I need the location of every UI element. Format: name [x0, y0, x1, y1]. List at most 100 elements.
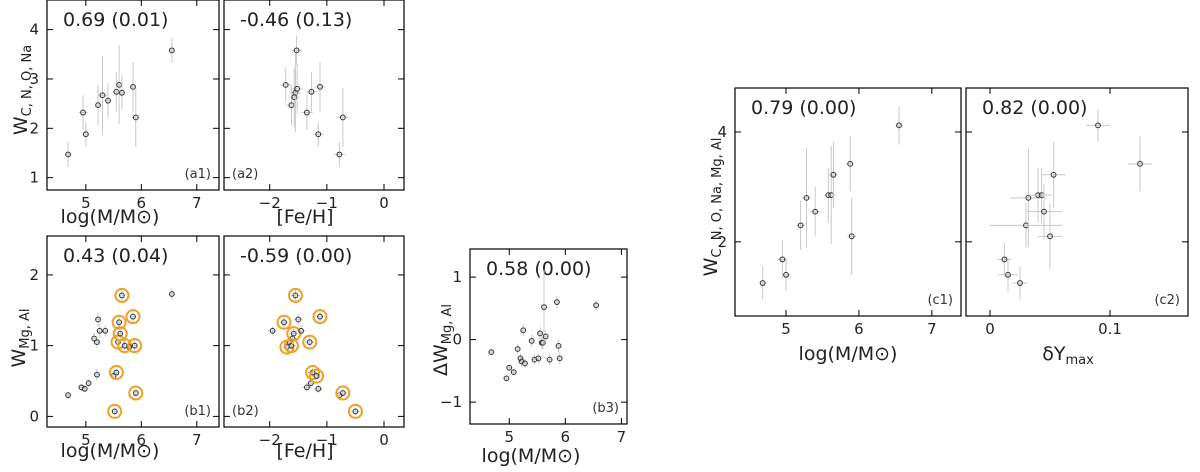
point-marker — [290, 330, 297, 337]
panel-a1: 5 6 7 1 2 3 4 0.69 (0.01) (a1) — [29, 0, 220, 212]
x-tick-label: 6 — [137, 431, 147, 449]
data-point — [313, 384, 323, 394]
point-marker — [1005, 271, 1011, 278]
point-marker — [94, 339, 100, 346]
xlabel-b2: [Fe/H] — [276, 440, 333, 462]
data-point — [94, 85, 102, 125]
point-marker — [528, 337, 535, 344]
point-marker — [269, 327, 276, 334]
highlight-ring — [276, 314, 292, 330]
data-point — [1086, 108, 1110, 142]
point-marker — [531, 356, 538, 363]
y-tick-label: 0 — [452, 331, 462, 349]
panel-c2: 0 0.1 0.82 (0.00) (c2) — [965, 87, 1189, 338]
data-point — [555, 339, 562, 353]
data-point — [759, 266, 767, 300]
panel-label: (b2) — [232, 404, 259, 419]
point-marker — [298, 327, 305, 334]
data-point — [503, 375, 510, 382]
x-tick-label: −2 — [259, 431, 281, 449]
point-marker — [80, 109, 86, 116]
data-point — [302, 383, 312, 392]
point-marker — [797, 222, 804, 229]
data-point — [537, 327, 543, 340]
point-marker — [82, 131, 89, 138]
data-point — [302, 334, 318, 350]
point-marker — [306, 339, 313, 346]
data-point — [78, 95, 88, 130]
data-point — [112, 326, 128, 342]
point-marker — [132, 114, 139, 121]
point-marker — [119, 292, 125, 299]
highlight-ring — [287, 287, 303, 303]
data-point — [312, 309, 328, 325]
x-tick-label: 5 — [81, 194, 91, 212]
data-point — [301, 95, 313, 130]
point-marker — [303, 384, 310, 391]
data-point — [554, 295, 560, 309]
data-point — [1128, 136, 1152, 192]
x-tick-label: 0 — [379, 194, 389, 212]
data-point — [131, 87, 140, 148]
data-point — [335, 385, 351, 401]
highlight-ring — [114, 287, 130, 303]
panel-a2: −2 −1 0 -0.46 (0.13) (a2) — [223, 0, 405, 212]
correlation-annotation: 0.43 (0.04) — [63, 245, 168, 267]
point-marker — [168, 291, 175, 297]
point-marker — [116, 319, 123, 326]
x-tick-label: 5 — [504, 428, 514, 446]
data-point — [94, 336, 100, 348]
data-point — [990, 203, 1062, 248]
point-marker — [1095, 122, 1101, 129]
highlight-ring — [107, 403, 123, 419]
data-point — [95, 312, 101, 327]
point-marker — [105, 97, 111, 104]
data-point — [309, 368, 325, 384]
data-point — [111, 314, 127, 330]
data-point — [276, 314, 292, 330]
point-marker — [102, 327, 109, 334]
panel-label: (b3) — [592, 401, 619, 416]
xlabel-a1: log(M/M⊙) — [61, 206, 160, 228]
point-marker — [96, 327, 103, 334]
point-marker — [554, 299, 560, 306]
data-point — [293, 313, 303, 326]
panel-b2: −2 −1 0 -0.59 (0.00) (b2) — [223, 235, 405, 449]
data-point — [1032, 167, 1052, 223]
data-point — [510, 369, 517, 376]
point-marker — [317, 83, 323, 90]
panel-b3: 5 6 7 −1 0 1 0.58 (0.00) (b3) — [440, 248, 628, 446]
data-point — [129, 62, 137, 112]
y-tick-label: 3 — [29, 70, 39, 88]
point-marker — [292, 292, 299, 299]
data-point — [82, 121, 90, 147]
correlation-annotation: -0.46 (0.13) — [240, 9, 352, 31]
highlight-ring — [302, 334, 318, 350]
highlight-ring — [127, 338, 143, 354]
point-marker — [1017, 280, 1023, 286]
data-point — [556, 352, 563, 365]
data-point — [81, 385, 88, 393]
highlight-ring — [309, 368, 325, 384]
point-marker — [117, 330, 124, 337]
highlight-ring — [125, 309, 141, 325]
point-marker — [830, 171, 837, 178]
data-point — [94, 368, 100, 381]
point-marker — [520, 327, 527, 334]
point-marker — [65, 392, 71, 399]
correlation-annotation: 0.82 (0.00) — [982, 97, 1087, 119]
data-point — [286, 326, 302, 342]
data-point — [168, 38, 175, 63]
data-point — [781, 258, 791, 292]
point-marker — [556, 355, 563, 362]
x-tick-label: −1 — [316, 431, 338, 449]
data-point — [289, 53, 302, 133]
data-point — [520, 324, 527, 337]
x-tick-label: 6 — [137, 194, 147, 212]
y-tick-label: 1 — [29, 337, 39, 355]
point-marker — [506, 364, 513, 371]
panels-layer: 5 6 7 1 2 3 4 0.69 (0.01) (a1) −2 −1 0 -0.46 (0.13) (… — [29, 0, 1189, 449]
point-marker — [537, 330, 543, 337]
data-point — [78, 383, 85, 391]
panel-frame — [223, 235, 405, 428]
